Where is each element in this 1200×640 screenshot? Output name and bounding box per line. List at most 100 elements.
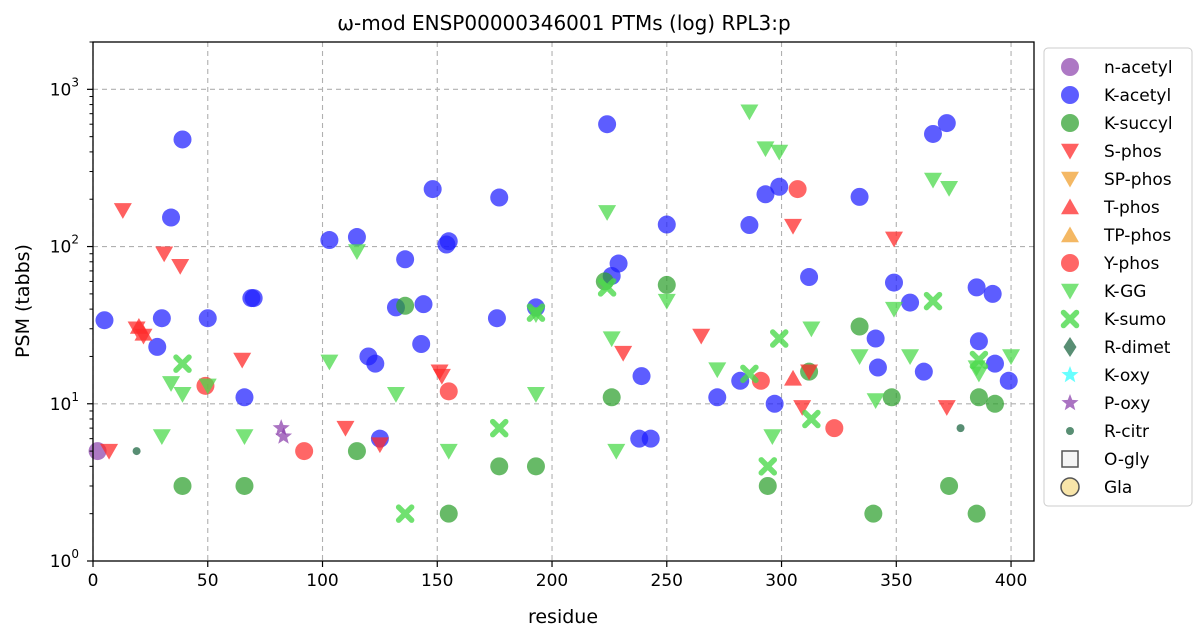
point-k-acetyl <box>800 268 819 287</box>
point-k-succyl <box>602 388 621 407</box>
x-tick-label: 50 <box>197 571 219 591</box>
point-k-acetyl <box>641 429 660 448</box>
point-k-acetyl <box>866 329 885 348</box>
point-k-succyl <box>940 476 959 495</box>
point-k-gg <box>969 366 988 383</box>
point-k-succyl <box>439 504 458 523</box>
point-k-sumo <box>740 364 759 384</box>
legend-label-k-sumo: K-sumo <box>1104 310 1166 330</box>
legend-marker-k-oxy <box>1061 366 1079 383</box>
point-k-gg <box>347 244 366 261</box>
legend-marker-p-oxy <box>1061 394 1079 411</box>
point-k-gg <box>802 321 821 338</box>
legend-label-o-gly: O-gly <box>1104 450 1150 470</box>
point-k-sumo <box>597 278 617 297</box>
point-k-sumo <box>395 504 415 523</box>
point-k-gg <box>1002 349 1021 365</box>
point-k-succyl <box>526 457 545 476</box>
legend-marker-tp-phos <box>1061 226 1079 243</box>
point-k-gg <box>763 429 782 445</box>
point-k-sumo <box>173 354 192 373</box>
point-k-acetyl <box>967 278 986 297</box>
point-k-succyl <box>490 457 509 476</box>
point-k-acetyl <box>969 332 988 351</box>
legend-marker-s-phos <box>1061 143 1079 160</box>
point-k-gg <box>756 141 775 158</box>
legend-marker-r-dimet <box>1063 337 1077 357</box>
legend-marker-n-acetyl <box>1061 58 1079 76</box>
x-tick-label: 100 <box>306 571 338 591</box>
point-k-acetyl <box>983 284 1002 303</box>
legend-frame <box>1043 47 1193 507</box>
point-k-sumo <box>802 409 821 429</box>
point-k-gg <box>173 387 192 403</box>
point-k-sumo <box>769 329 789 348</box>
point-k-gg <box>386 387 405 403</box>
point-k-sumo <box>489 418 509 438</box>
point-k-acetyl <box>985 354 1004 373</box>
legend-marker-y-phos <box>1061 254 1079 272</box>
point-y-phos <box>825 419 844 438</box>
legend-label-p-oxy: P-oxy <box>1104 394 1150 414</box>
point-k-gg <box>526 387 545 403</box>
x-tick-label: 200 <box>536 571 568 591</box>
point-s-phos <box>155 246 174 263</box>
point-k-acetyl <box>152 309 171 328</box>
point-k-gg <box>235 429 254 445</box>
point-k-gg <box>162 376 181 392</box>
legend-marker-o-gly <box>1061 450 1079 468</box>
point-k-acetyl <box>414 295 433 314</box>
point-k-gg <box>152 429 171 445</box>
point-k-gg <box>770 144 789 161</box>
legend-label-y-phos: Y-phos <box>1103 254 1159 274</box>
point-y-phos <box>439 382 458 401</box>
legend-label-k-succyl: K-succyl <box>1104 114 1173 134</box>
point-k-succyl <box>969 388 988 407</box>
point-s-phos <box>793 400 812 416</box>
point-k-acetyl <box>609 254 628 273</box>
point-s-phos <box>336 420 355 437</box>
point-s-phos <box>171 258 190 275</box>
legend-label-t-phos: T-phos <box>1103 198 1160 218</box>
legend-label-tp-phos: TP-phos <box>1103 226 1171 246</box>
legend-label-r-dimet: R-dimet <box>1104 338 1171 358</box>
point-k-gg <box>598 205 617 221</box>
legend: n-acetyl K-acetyl K-succyl S-phos SP-phos T-p… <box>1043 47 1193 507</box>
point-k-succyl <box>396 296 415 315</box>
point-k-gg <box>924 172 943 189</box>
point-s-phos <box>614 345 633 362</box>
legend-marker-k-sumo <box>1060 309 1080 329</box>
point-k-acetyl <box>235 388 254 407</box>
point-r-citr <box>956 424 965 433</box>
point-k-acetyl <box>924 124 943 143</box>
legend-label-k-gg: K-GG <box>1104 282 1146 302</box>
point-k-acetyl <box>320 231 339 250</box>
point-k-acetyl <box>770 177 789 196</box>
point-k-acetyl <box>999 371 1018 390</box>
point-k-gg <box>901 349 920 365</box>
point-t-phos <box>784 369 803 386</box>
point-k-acetyl <box>756 185 775 204</box>
point-k-acetyl <box>366 354 385 373</box>
point-t-phos <box>134 324 153 341</box>
x-tick-label: 250 <box>651 571 683 591</box>
legend-label-n-acetyl: n-acetyl <box>1104 58 1173 78</box>
point-s-phos <box>784 218 803 235</box>
point-k-acetyl <box>937 114 956 133</box>
point-k-acetyl <box>765 394 784 413</box>
point-k-succyl <box>657 275 676 294</box>
point-k-acetyl <box>901 293 920 312</box>
point-r-citr <box>132 447 141 456</box>
legend-marker-t-phos <box>1061 198 1079 215</box>
point-k-acetyl <box>632 367 651 386</box>
point-s-phos <box>100 443 119 460</box>
data-points <box>88 104 1021 523</box>
point-k-acetyl <box>657 215 676 234</box>
point-k-gg <box>602 331 621 348</box>
point-k-acetyl <box>423 180 442 199</box>
x-tick-label: 300 <box>765 571 797 591</box>
point-k-acetyl <box>490 188 509 207</box>
y-tick-exponent: 2 <box>71 233 79 247</box>
point-s-phos <box>432 368 451 385</box>
